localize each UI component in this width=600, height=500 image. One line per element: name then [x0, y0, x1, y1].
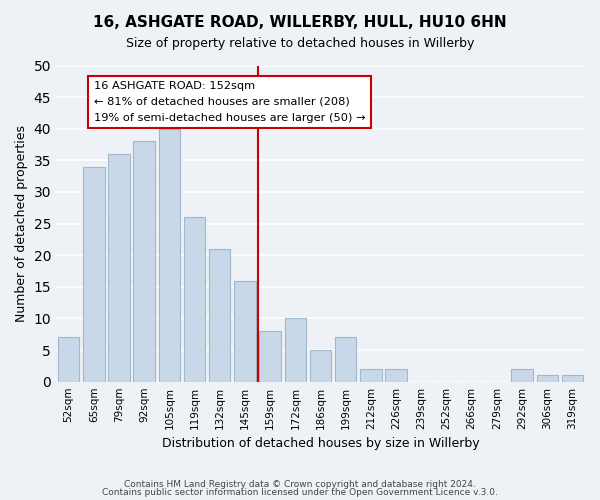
Bar [83, 166, 104, 382]
Y-axis label: Number of detached properties: Number of detached properties [15, 125, 28, 322]
Bar [158, 128, 180, 382]
Bar [562, 376, 583, 382]
Text: Size of property relative to detached houses in Willerby: Size of property relative to detached ho… [126, 38, 474, 51]
Bar [184, 218, 205, 382]
Bar [259, 331, 281, 382]
Text: Contains public sector information licensed under the Open Government Licence v.: Contains public sector information licen… [102, 488, 498, 497]
Bar [511, 369, 533, 382]
X-axis label: Distribution of detached houses by size in Willerby: Distribution of detached houses by size … [162, 437, 479, 450]
Text: 16 ASHGATE ROAD: 152sqm
← 81% of detached houses are smaller (208)
19% of semi-d: 16 ASHGATE ROAD: 152sqm ← 81% of detache… [94, 82, 365, 122]
Text: 16, ASHGATE ROAD, WILLERBY, HULL, HU10 6HN: 16, ASHGATE ROAD, WILLERBY, HULL, HU10 6… [93, 15, 507, 30]
Bar [385, 369, 407, 382]
Bar [133, 142, 155, 382]
Bar [58, 338, 79, 382]
Bar [310, 350, 331, 382]
Bar [536, 376, 558, 382]
Bar [360, 369, 382, 382]
Bar [284, 318, 306, 382]
Bar [209, 249, 230, 382]
Bar [109, 154, 130, 382]
Bar [335, 338, 356, 382]
Text: Contains HM Land Registry data © Crown copyright and database right 2024.: Contains HM Land Registry data © Crown c… [124, 480, 476, 489]
Bar [234, 280, 256, 382]
